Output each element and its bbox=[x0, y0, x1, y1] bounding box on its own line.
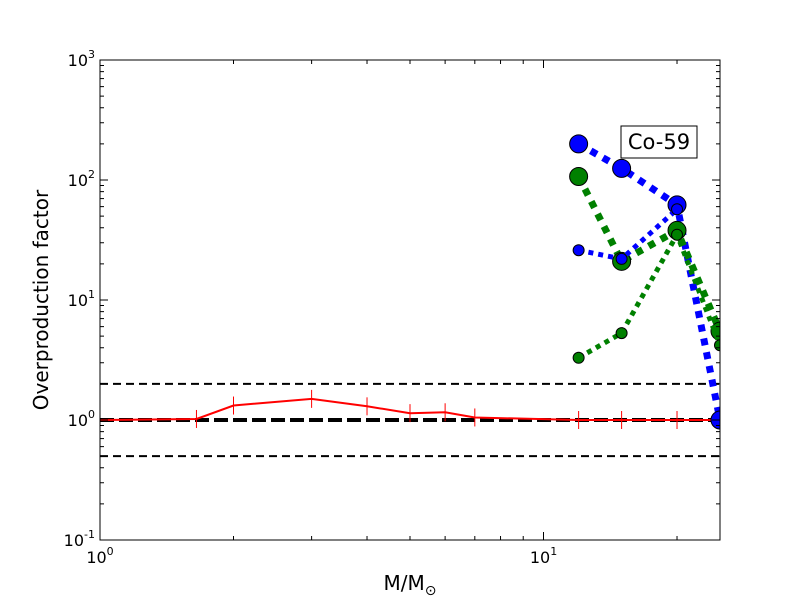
y-tick-label: 101 bbox=[68, 288, 95, 310]
series-1-line bbox=[576, 140, 720, 421]
series-3-point-0 bbox=[572, 244, 585, 257]
series-4-point-0 bbox=[572, 351, 585, 364]
x-axis-label: M/M⊙ bbox=[384, 571, 437, 599]
y-tick-label: 10-1 bbox=[64, 528, 95, 550]
series-4-point-1 bbox=[615, 327, 628, 340]
series-2-line bbox=[575, 174, 720, 333]
series-2 bbox=[569, 166, 720, 341]
series-4-point-2 bbox=[671, 228, 684, 241]
series-3-point-1 bbox=[615, 252, 628, 265]
annotation-box: Co-59 bbox=[620, 125, 698, 159]
series-0-line bbox=[100, 397, 720, 421]
y-tick-label: 100 bbox=[68, 408, 95, 430]
series-3-line bbox=[578, 207, 679, 262]
axis-ticks bbox=[99, 59, 720, 541]
series-1 bbox=[569, 134, 720, 430]
y-tick-label: 103 bbox=[68, 48, 95, 70]
x-tick-label: 100 bbox=[86, 545, 113, 567]
y-axis-label: Overproduction factor bbox=[29, 189, 53, 410]
series-4 bbox=[572, 228, 720, 364]
series-layer bbox=[100, 134, 720, 430]
y-tick-label: 102 bbox=[68, 168, 95, 190]
annotation-label: Co-59 bbox=[628, 130, 690, 154]
series-2-point-0 bbox=[569, 166, 589, 186]
series-1-point-1 bbox=[612, 158, 632, 178]
series-3 bbox=[572, 203, 684, 265]
x-axis-label-subscript: ⊙ bbox=[425, 583, 437, 599]
svg-text:M/M⊙: M/M⊙ bbox=[384, 571, 437, 599]
series-3-point-2 bbox=[671, 203, 684, 216]
series-4-line bbox=[577, 228, 720, 360]
series-0 bbox=[100, 389, 720, 429]
x-axis-label-text: M/M bbox=[384, 571, 425, 595]
series-1-point-0 bbox=[569, 134, 589, 154]
x-tick-label: 101 bbox=[530, 545, 557, 567]
